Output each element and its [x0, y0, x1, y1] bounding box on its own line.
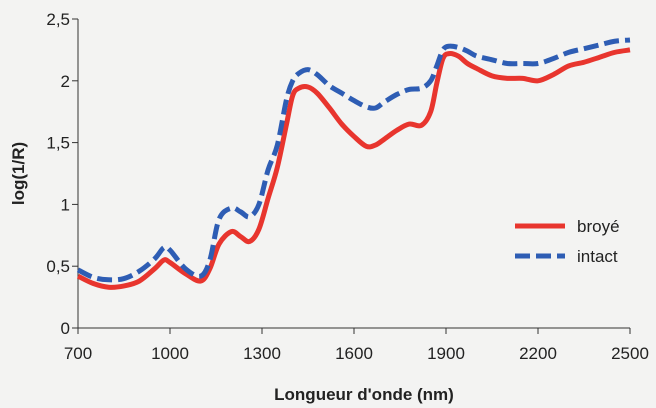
- y-tick-label: 0,5: [46, 257, 70, 276]
- x-tick-label: 1000: [151, 344, 189, 363]
- x-tick-label: 2500: [611, 344, 649, 363]
- y-axis-title: log(1/R): [9, 142, 28, 205]
- y-tick-label: 1: [61, 195, 70, 214]
- x-tick-label: 1600: [335, 344, 373, 363]
- x-tick-label: 1900: [427, 344, 465, 363]
- x-axis: 700 1000 1300 1600 1900 2200 2500: [64, 327, 649, 363]
- x-tick-label: 700: [64, 344, 92, 363]
- series-line-1: [76, 37, 631, 283]
- legend-label-1: intact: [577, 247, 618, 266]
- x-tick-label: 1300: [243, 344, 281, 363]
- y-tick-label: 2,5: [46, 10, 70, 29]
- y-tick-label: 1,5: [46, 134, 70, 153]
- y-tick-label: 0: [61, 319, 70, 338]
- y-tick-label: 2: [61, 72, 70, 91]
- y-axis: 0 0,5 1 1,5 2 2,5: [46, 10, 79, 338]
- legend: broyé intact: [515, 217, 620, 266]
- series-line-0: [76, 47, 631, 290]
- x-axis-title: Longueur d'onde (nm): [274, 385, 454, 404]
- legend-label-0: broyé: [577, 217, 620, 236]
- x-tick-label: 2200: [519, 344, 557, 363]
- series-layer: [76, 37, 631, 290]
